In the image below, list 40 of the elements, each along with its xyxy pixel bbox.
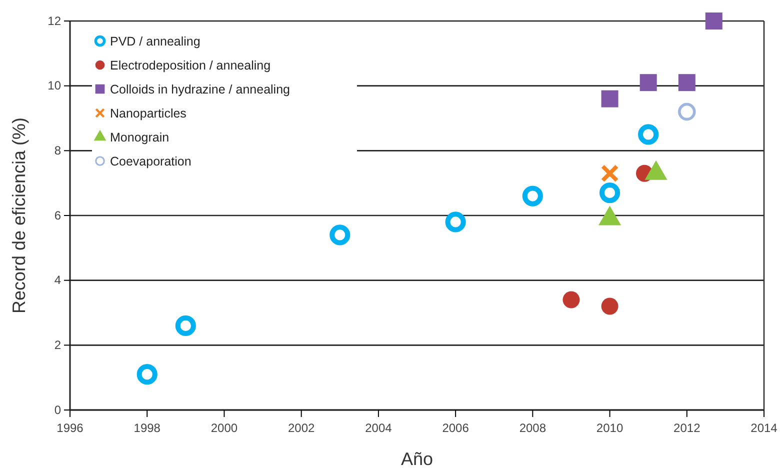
y-tick-label: 4	[54, 273, 62, 288]
point	[175, 315, 196, 336]
point	[601, 298, 618, 315]
y-tick-label: 12	[48, 14, 62, 28]
x-tick-label: 2000	[210, 421, 238, 435]
y-tick-label: 6	[54, 208, 62, 222]
legend-label: Monograin	[110, 130, 170, 144]
point	[136, 364, 158, 385]
y-tick-label: 8	[54, 144, 62, 158]
point	[638, 124, 659, 145]
legend-label: Colloids in hydrazine / annealing	[110, 82, 290, 96]
point	[678, 102, 696, 121]
legend-label: Electrodeposition / annealing	[110, 58, 271, 72]
x-axis-title: Año	[400, 449, 434, 469]
point	[640, 74, 657, 92]
y-tick-label: 0	[54, 402, 62, 417]
legend-label: PVD / annealing	[110, 34, 200, 48]
y-axis-title: Record de eficiencia (%)	[9, 117, 29, 314]
x-tick-label: 2010	[596, 421, 624, 435]
x-tick-label: 2004	[365, 421, 392, 435]
point	[705, 12, 722, 30]
y-tick-label: 2	[54, 338, 62, 352]
x-tick-label: 2006	[442, 421, 470, 435]
y-tick-label: 10	[48, 78, 62, 93]
x-tick-label: 1998	[134, 421, 161, 435]
legend-label: Nanoparticles	[110, 106, 186, 120]
x-tick-label: 2002	[288, 421, 316, 435]
point	[330, 224, 350, 246]
point	[678, 74, 696, 92]
x-tick-label: 2012	[674, 421, 701, 435]
x-tick-label: 1996	[56, 421, 84, 435]
point	[601, 90, 618, 108]
x-tick-label: 2008	[519, 421, 546, 435]
legend-label: Coevaporation	[110, 154, 192, 168]
point	[445, 212, 466, 232]
point	[600, 164, 619, 182]
point	[562, 291, 580, 308]
point	[522, 186, 543, 206]
x-tick-label: 2014	[750, 421, 778, 435]
point	[599, 182, 620, 204]
